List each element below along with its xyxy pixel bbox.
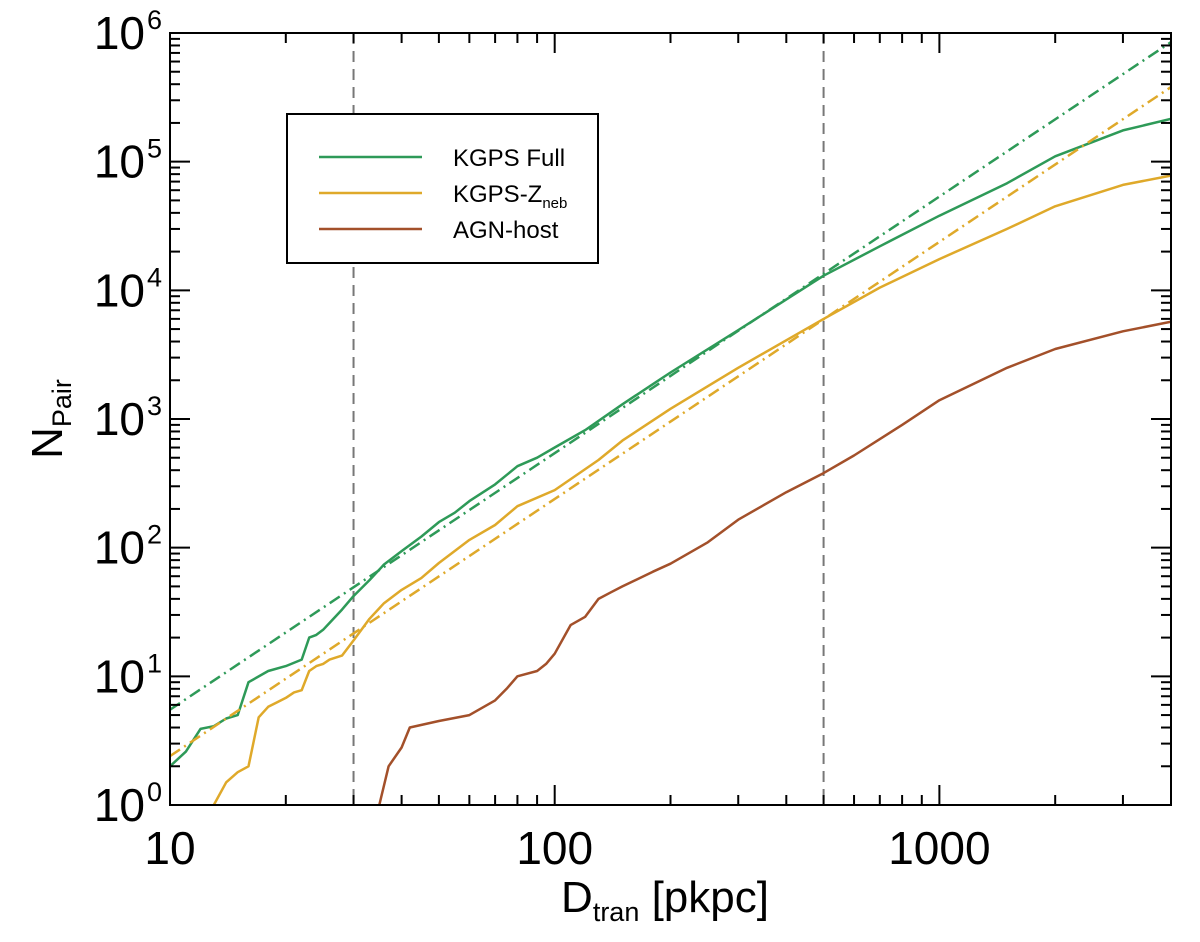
x-axis-title-sub: tran xyxy=(593,897,640,927)
x-tick-label: 1000 xyxy=(888,822,990,874)
x-tick-label: 10 xyxy=(144,822,195,874)
y-tick-label: 10 xyxy=(94,779,145,831)
legend-label-agn-host: AGN-host xyxy=(453,217,559,244)
x-axis-title: Dtran [pkpc] xyxy=(561,873,769,927)
y-axis-title: NPair xyxy=(23,379,77,459)
legend-label-kgps-full: KGPS Full xyxy=(453,145,565,172)
legend: KGPS Full KGPS-Zneb AGN-host xyxy=(286,113,599,264)
y-tick-label: 10 xyxy=(94,264,145,316)
y-tick-label-exponent: 6 xyxy=(147,5,162,35)
y-tick-label-exponent: 5 xyxy=(147,134,162,164)
y-tick-label-exponent: 0 xyxy=(147,777,162,807)
y-tick-label-exponent: 3 xyxy=(147,391,162,421)
y-axis-title-sub: Pair xyxy=(47,379,77,427)
y-tick-label: 10 xyxy=(94,393,145,445)
y-tick-label: 10 xyxy=(94,650,145,702)
ticks-layer xyxy=(169,32,1172,806)
legend-label-kgps-zneb-sub: neb xyxy=(542,195,567,212)
y-tick-label-exponent: 4 xyxy=(147,262,162,292)
y-tick-label: 10 xyxy=(94,7,145,59)
y-tick-label: 10 xyxy=(94,136,145,188)
series-line xyxy=(170,86,1171,758)
series-line xyxy=(378,320,1171,805)
series-line xyxy=(212,174,1171,805)
x-tick-label: 100 xyxy=(516,822,593,874)
series-layer xyxy=(170,41,1171,805)
legend-label-kgps-zneb: KGPS-Zneb xyxy=(453,181,567,212)
y-axis-title-main: N xyxy=(23,427,72,459)
y-tick-label: 10 xyxy=(94,522,145,574)
legend-box xyxy=(286,113,599,264)
y-tick-label-exponent: 1 xyxy=(147,648,162,678)
y-tick-label-exponent: 2 xyxy=(147,520,162,550)
x-axis-title-rest: [pkpc] xyxy=(639,873,769,922)
x-axis-title-main: D xyxy=(561,873,593,922)
series-line xyxy=(170,117,1171,768)
legend-label-kgps-zneb-main: KGPS-Z xyxy=(453,181,542,208)
series-line xyxy=(170,41,1171,711)
